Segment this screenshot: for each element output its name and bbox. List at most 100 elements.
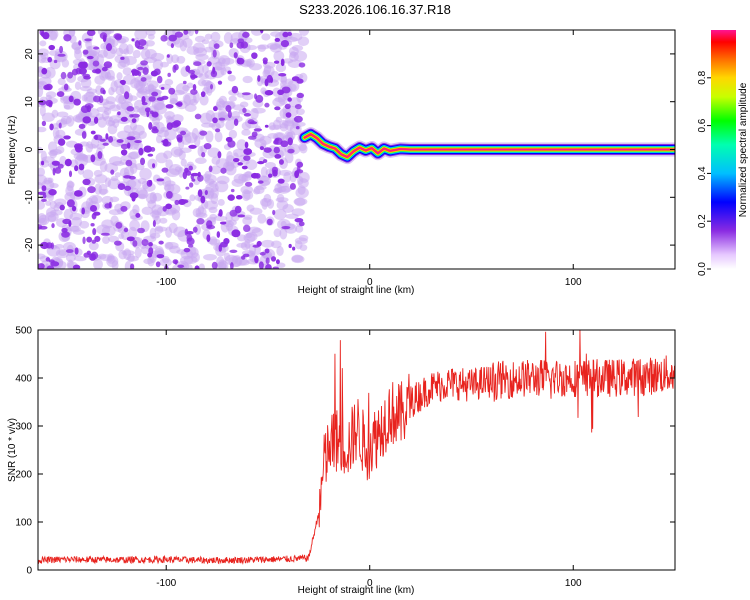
noise-speckle — [187, 244, 194, 248]
noise-speckle — [67, 71, 74, 79]
noise-speckle — [216, 231, 221, 238]
noise-speckle — [151, 98, 165, 111]
noise-speckle — [166, 54, 170, 58]
noise-speckle — [243, 155, 251, 161]
noise-speckle — [165, 159, 173, 169]
noise-speckle — [107, 124, 118, 135]
y-tick-label: 100 — [15, 518, 32, 529]
noise-speckle — [190, 88, 198, 95]
noise-speckle — [272, 169, 278, 177]
noise-speckle — [115, 47, 124, 56]
noise-speckle — [71, 205, 77, 212]
noise-speckle — [276, 246, 284, 256]
noise-speckle — [49, 123, 54, 131]
noise-speckle — [211, 156, 221, 165]
noise-speckle — [219, 221, 227, 225]
noise-speckle — [282, 31, 289, 38]
noise-speckle — [252, 188, 261, 195]
noise-speckle — [148, 96, 156, 102]
noise-speckle — [91, 239, 97, 244]
noise-speckle — [63, 104, 71, 110]
noise-speckle — [206, 220, 213, 229]
noise-speckle — [137, 45, 145, 50]
noise-speckle — [86, 105, 92, 113]
noise-speckle — [294, 237, 308, 245]
noise-speckle — [130, 263, 135, 269]
noise-speckle — [272, 209, 276, 216]
noise-speckle — [38, 263, 45, 269]
noise-speckle — [241, 92, 251, 96]
noise-speckle — [108, 156, 123, 166]
noise-speckle — [120, 116, 128, 122]
noise-speckle — [213, 43, 220, 50]
y-tick-label: 0 — [26, 566, 32, 577]
noise-speckle — [186, 82, 194, 89]
noise-speckle — [74, 247, 79, 255]
noise-speckle — [152, 116, 161, 126]
noise-speckle — [239, 101, 249, 108]
noise-speckle — [126, 95, 138, 101]
noise-speckle — [176, 134, 183, 142]
noise-speckle — [265, 257, 270, 265]
noise-speckle — [105, 43, 113, 52]
snr-panel: -100 0 100 0 100 200 300 400 500 Height of stra… — [7, 326, 676, 596]
noise-speckle — [44, 66, 56, 79]
noise-speckle — [90, 154, 96, 163]
noise-speckle — [263, 64, 272, 75]
noise-speckle — [243, 224, 251, 233]
noise-speckle — [262, 60, 268, 65]
noise-speckle — [170, 43, 174, 49]
noise-speckle — [121, 250, 135, 256]
noise-speckle — [241, 121, 252, 131]
noise-speckle — [61, 58, 70, 68]
noise-speckle — [211, 261, 218, 269]
noise-speckle — [204, 170, 212, 179]
noise-speckle — [99, 138, 107, 142]
noise-speckle — [61, 231, 70, 238]
noise-speckle — [140, 60, 149, 66]
noise-speckle — [241, 129, 251, 136]
noise-speckle — [213, 106, 218, 112]
noise-speckle — [264, 78, 269, 87]
noise-speckle — [124, 91, 130, 100]
noise-speckle — [86, 30, 96, 37]
noise-speckle — [273, 60, 280, 64]
noise-speckle — [174, 31, 184, 38]
noise-speckle — [68, 170, 73, 178]
noise-speckle — [284, 103, 291, 110]
noise-speckle — [62, 218, 72, 225]
noise-speckle — [264, 90, 274, 96]
noise-speckle — [139, 168, 152, 180]
noise-speckle — [251, 30, 263, 36]
noise-speckle — [164, 79, 174, 86]
noise-speckle — [56, 91, 65, 97]
noise-speckle — [206, 234, 211, 242]
noise-speckle — [207, 190, 214, 200]
noise-speckle — [120, 143, 129, 150]
signal-trace-band — [303, 133, 675, 158]
noise-speckle — [197, 189, 203, 198]
noise-speckle — [125, 159, 133, 167]
noise-speckle — [141, 206, 154, 216]
noise-speckle — [293, 197, 308, 206]
noise-speckle — [237, 162, 244, 166]
noise-speckle — [227, 74, 236, 82]
noise-speckle — [161, 139, 169, 144]
noise-speckle — [208, 165, 213, 173]
y-tick-label: 300 — [15, 422, 32, 433]
noise-speckle — [298, 30, 310, 36]
y-tick-label: 10 — [24, 96, 35, 108]
noise-speckle — [224, 254, 239, 266]
noise-speckle — [281, 86, 291, 94]
noise-speckle — [183, 247, 191, 253]
noise-speckle — [217, 213, 222, 217]
noise-speckle — [173, 64, 179, 71]
noise-speckle — [73, 98, 81, 106]
noise-speckle — [151, 91, 159, 97]
noise-speckle — [191, 178, 196, 182]
noise-speckle — [129, 219, 140, 232]
noise-speckle — [119, 167, 130, 178]
noise-speckle — [126, 142, 131, 149]
noise-speckle — [195, 157, 207, 164]
noise-speckle — [148, 247, 154, 255]
